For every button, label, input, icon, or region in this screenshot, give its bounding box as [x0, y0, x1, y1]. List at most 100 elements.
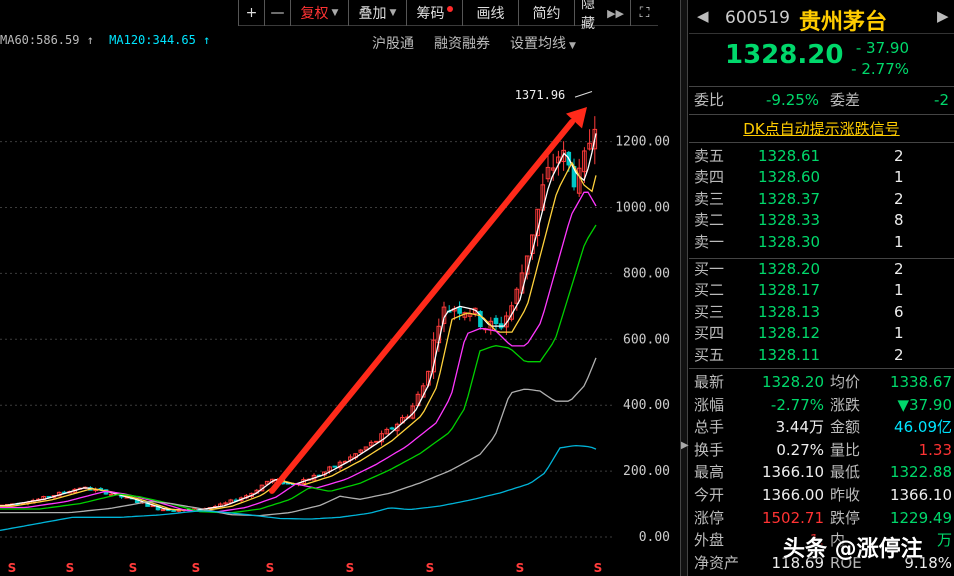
jianyue-button[interactable]: 简约 — [518, 0, 574, 26]
rongzi-link[interactable]: 融资融券 — [434, 36, 490, 52]
quote-panel: ◀ 600519 贵州茅台 ▶ 1328.20 - 37.90 - 2.77% … — [689, 0, 954, 576]
candle-body — [264, 480, 270, 485]
ma60-label: MA60:586.59 ↑ — [0, 33, 94, 47]
minus-label: — — [270, 5, 285, 21]
quote-header: ◀ 600519 贵州茅台 ▶ — [689, 0, 954, 35]
dk-signal-link[interactable]: DK点自动提示涨跌信号 — [743, 120, 900, 138]
double-chevron-right-icon: ▶▶ — [607, 6, 624, 20]
dividend-marker-icon: S — [66, 561, 75, 575]
order-level-label: 卖五 — [694, 147, 725, 165]
bid-row: 买一 1328.20 2 — [694, 258, 949, 280]
y-tick-label: 200.00 — [623, 464, 670, 479]
candle-body — [384, 428, 390, 435]
change-percent: - 2.77% — [851, 60, 909, 78]
stat-label: 昨收 — [830, 486, 861, 504]
notification-dot-icon — [446, 6, 453, 12]
stat-row: 换手 0.27% 量比 1.33 — [694, 439, 952, 461]
zoom-out-button[interactable]: — — [264, 0, 290, 26]
stat-value: 1366.10 — [761, 463, 824, 482]
candle-body — [493, 317, 499, 325]
stat-label: 均价 — [830, 373, 861, 391]
stock-code: 600519 — [725, 8, 790, 28]
stat-value: 1366.00 — [761, 486, 824, 504]
ask-row: 卖四 1328.60 1 — [694, 166, 949, 188]
stat-value: 1366.10 — [889, 486, 952, 504]
collapse-handle-icon: ▶ — [681, 440, 689, 451]
order-volume: 1 — [894, 168, 904, 187]
ma-settings-link[interactable]: 设置均线 ▼ — [510, 33, 576, 53]
stat-label: 总手 — [694, 418, 725, 437]
bid-row: 买二 1328.17 1 — [694, 279, 949, 301]
stat-value: 118.69 — [771, 553, 825, 572]
candle-body — [108, 493, 114, 496]
stat-value: -2.77% — [770, 395, 824, 414]
candle-body — [358, 449, 364, 453]
stat-label: 涨幅 — [694, 395, 725, 414]
huaxian-button[interactable]: 画线 — [462, 0, 518, 26]
ma120-line — [0, 444, 597, 532]
dividend-marker-icon: S — [594, 561, 603, 575]
ask-row: 卖一 1328.30 1 — [694, 231, 949, 253]
candle-body — [327, 466, 332, 472]
order-level-label: 买四 — [694, 324, 725, 343]
order-price: 1328.37 — [758, 189, 821, 208]
stat-label: ROE — [830, 553, 862, 572]
stat-row: 最高 1366.10 最低 1322.88 — [694, 461, 952, 483]
candle-body — [389, 427, 395, 430]
order-volume: 6 — [894, 302, 904, 321]
chouma-button[interactable]: 筹码 — [406, 0, 462, 26]
y-tick-label: 400.00 — [623, 398, 670, 413]
fuquan-label: 复权 — [300, 6, 329, 22]
order-volume: 2 — [894, 345, 904, 364]
stat-value: 1338.67 — [889, 373, 952, 391]
candle-body — [394, 423, 400, 432]
ask-row: 卖五 1328.61 2 — [694, 145, 949, 167]
fullscreen-button[interactable]: ⛶ — [630, 0, 658, 26]
plus-label: + — [245, 5, 258, 21]
panel-divider[interactable]: ▶ — [680, 0, 689, 576]
stat-row: 外盘 1. 内 万 — [694, 529, 952, 551]
order-price: 1328.11 — [758, 345, 821, 364]
chart-links: 沪股通 融资融券 设置均线 ▼ — [372, 33, 596, 53]
divider — [689, 258, 954, 259]
candle-body — [587, 142, 592, 150]
order-volume: 8 — [894, 211, 904, 230]
arrow-head-icon — [566, 107, 587, 129]
diejia-button[interactable]: 叠加 ▼ — [348, 0, 406, 26]
y-tick-label: 800.00 — [623, 266, 670, 281]
weibi-row: 委比 -9.25% 委差 -2 — [694, 89, 949, 111]
chouma-label: 筹码 — [416, 6, 445, 22]
ask-row: 卖三 1328.37 2 — [694, 188, 949, 210]
dividend-marker-icon: S — [516, 561, 525, 575]
prev-stock-icon[interactable]: ◀ — [697, 7, 709, 25]
ma5-line — [0, 133, 597, 512]
next-stock-icon[interactable]: ▶ — [937, 7, 949, 25]
chart-toolbar: + — 复权 ▼ 叠加 ▼ 筹码 画线 简约 隐藏 ▶▶ ⛶ — [238, 0, 658, 32]
candle-body — [514, 288, 520, 304]
stat-label: 今开 — [694, 486, 725, 504]
weicha-label: 委差 — [830, 91, 861, 109]
dividend-marker-icon: S — [426, 561, 435, 575]
order-level-label: 卖三 — [694, 189, 725, 208]
fuquan-button[interactable]: 复权 ▼ — [290, 0, 348, 26]
dividend-marker-icon: S — [129, 561, 138, 575]
hugutong-link[interactable]: 沪股通 — [372, 36, 414, 52]
chevron-down-icon: ▼ — [389, 8, 397, 18]
change-value: - 37.90 — [855, 39, 909, 57]
divider — [689, 142, 954, 143]
stat-label: 量比 — [830, 440, 861, 459]
yincang-label: 隐藏 — [581, 0, 595, 32]
order-volume: 2 — [894, 260, 904, 278]
zoom-in-button[interactable]: + — [238, 0, 264, 26]
yincang-button[interactable]: 隐藏 ▶▶ — [574, 0, 630, 32]
order-level-label: 买二 — [694, 281, 725, 300]
candle-body — [561, 149, 566, 163]
stat-value: 9.18% — [904, 553, 952, 572]
stat-row: 涨幅 -2.77% 涨跌 ▼37.90 — [694, 394, 952, 416]
candle-body — [332, 465, 338, 468]
y-tick-label: 600.00 — [623, 332, 670, 347]
candlestick-chart[interactable]: 1200.00 1000.00 800.00 600.00 400.00 200.00 0.… — [0, 58, 680, 576]
y-tick-label: 1200.00 — [615, 135, 670, 150]
candle-body — [457, 307, 462, 314]
candle-body — [478, 311, 483, 328]
